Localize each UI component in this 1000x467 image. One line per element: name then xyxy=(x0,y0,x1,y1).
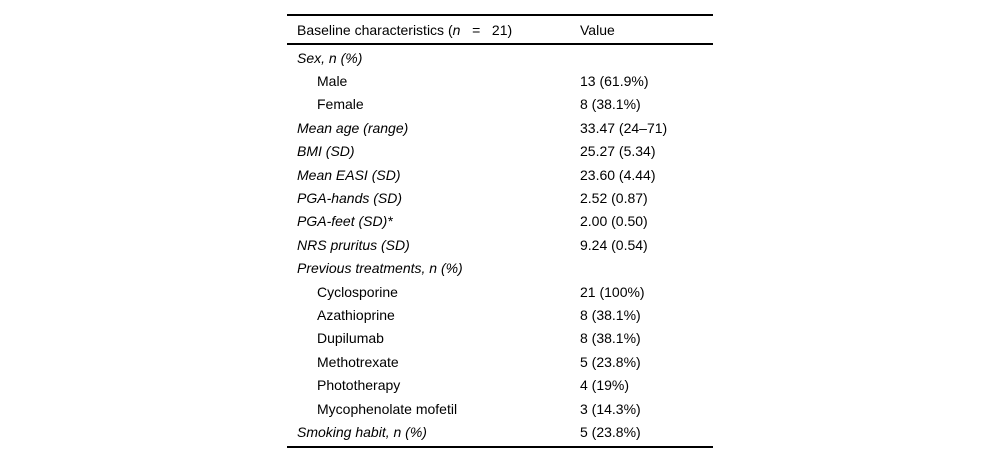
row-label: BMI (SD) xyxy=(297,143,355,160)
table-row: Mean EASI (SD) 23.60 (4.44) xyxy=(287,163,713,186)
row-label: Previous treatments, n (%) xyxy=(297,260,463,277)
row-value: 13 (61.9%) xyxy=(580,73,649,90)
row-label: Sex, n (%) xyxy=(297,49,363,66)
row-value: 23.60 (4.44) xyxy=(580,166,656,183)
table-row: Phototherapy 4 (19%) xyxy=(287,373,713,396)
row-value: 4 (19%) xyxy=(580,377,630,394)
table-row: Dupilumab 8 (38.1%) xyxy=(287,327,713,350)
table-row: Methotrexate 5 (23.8%) xyxy=(287,350,713,373)
header-label-prefix: Baseline characteristics ( xyxy=(297,21,453,38)
row-label: Mycophenolate mofetil xyxy=(317,400,458,417)
row-value: 21 (100%) xyxy=(580,283,645,300)
row-value: 8 (38.1%) xyxy=(580,330,641,347)
table-row: PGA-feet (SD)* 2.00 (0.50) xyxy=(287,210,713,233)
row-label: Methotrexate xyxy=(317,353,399,370)
header-label-suffix: = 21) xyxy=(460,21,513,38)
row-label: Mean EASI (SD) xyxy=(297,166,401,183)
table-row: Previous treatments, n (%) xyxy=(287,257,713,280)
row-value: 3 (14.3%) xyxy=(580,400,641,417)
row-value: 2.00 (0.50) xyxy=(580,213,648,230)
table-row: Female 8 (38.1%) xyxy=(287,93,713,116)
row-value: 5 (23.8%) xyxy=(580,353,641,370)
table-row: Cyclosporine 21 (100%) xyxy=(287,280,713,303)
row-label: NRS pruritus (SD) xyxy=(297,236,410,253)
row-value: 2.52 (0.87) xyxy=(580,190,648,207)
row-label: PGA-feet (SD)* xyxy=(297,213,393,230)
table-body: Sex, n (%) Male 13 (61.9%) Female 8 (38.… xyxy=(287,45,713,448)
table-header-row: Baseline characteristics (n = 21) Value xyxy=(287,14,713,45)
row-label: PGA-hands (SD) xyxy=(297,190,403,207)
baseline-characteristics-table: Baseline characteristics (n = 21) Value … xyxy=(287,14,713,448)
row-value: 8 (38.1%) xyxy=(580,306,641,323)
row-label: Mean age (range) xyxy=(297,119,409,136)
table-row: Smoking habit, n (%) 5 (23.8%) xyxy=(287,420,713,443)
table-row: Azathioprine 8 (38.1%) xyxy=(287,303,713,326)
table-header-value: Value xyxy=(580,21,615,38)
row-value: 33.47 (24–71) xyxy=(580,119,668,136)
table-row: Mycophenolate mofetil 3 (14.3%) xyxy=(287,397,713,420)
table-row: Mean age (range) 33.47 (24–71) xyxy=(287,116,713,139)
table-row: Sex, n (%) xyxy=(287,46,713,69)
row-value: 5 (23.8%) xyxy=(580,423,641,440)
table-row: BMI (SD) 25.27 (5.34) xyxy=(287,140,713,163)
row-value: 9.24 (0.54) xyxy=(580,236,648,253)
row-label: Phototherapy xyxy=(317,377,401,394)
row-value: 8 (38.1%) xyxy=(580,96,641,113)
header-label-n: n xyxy=(452,21,461,38)
table-header-label: Baseline characteristics (n = 21) xyxy=(287,23,580,37)
table-row: PGA-hands (SD) 2.52 (0.87) xyxy=(287,186,713,209)
row-label: Azathioprine xyxy=(317,306,395,323)
table-row: NRS pruritus (SD) 9.24 (0.54) xyxy=(287,233,713,256)
row-label: Male xyxy=(317,73,348,90)
table-row: Male 13 (61.9%) xyxy=(287,69,713,92)
row-value: 25.27 (5.34) xyxy=(580,143,656,160)
row-label: Female xyxy=(317,96,364,113)
row-label: Smoking habit, n (%) xyxy=(297,423,427,440)
row-label: Dupilumab xyxy=(317,330,384,347)
row-label: Cyclosporine xyxy=(317,283,398,300)
